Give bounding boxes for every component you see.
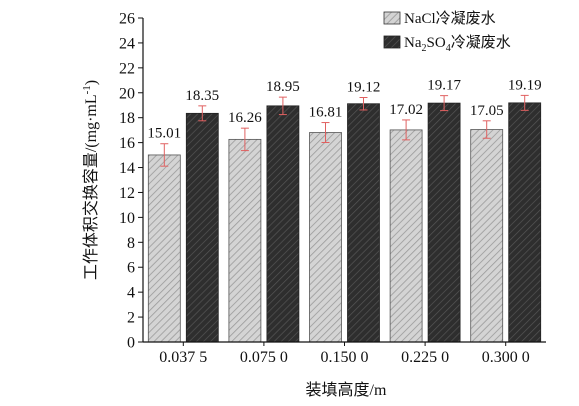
data-label-nacl-1: 16.26: [228, 110, 262, 126]
y-tick-label-0: 0: [127, 335, 135, 352]
bar-nacl-1: [228, 138, 262, 343]
y-tick-label-2: 4: [127, 285, 135, 302]
y-tick-label-10: 20: [119, 85, 135, 102]
y-tick-label-9: 18: [119, 110, 135, 127]
bar-nacl-2: [309, 132, 342, 343]
y-tick-label-11: 22: [119, 60, 135, 77]
y-tick-label-1: 2: [127, 310, 135, 327]
legend-swatch-nacl: [383, 11, 401, 25]
error-bars-layer: [160, 94, 529, 167]
legend: NaCl冷凝废水 Na2SO4冷凝废水: [383, 10, 511, 54]
data-label-na2so4-1: 18.95: [266, 79, 300, 95]
x-tick-label-2: 0.150 0: [321, 349, 369, 366]
bar-na2so4-2: [347, 103, 380, 343]
y-tick-label-12: 24: [119, 35, 135, 52]
error-bar-na2so4-1: [278, 96, 287, 116]
error-bar-nacl-3: [402, 119, 411, 141]
error-bar-nacl-4: [482, 120, 491, 139]
axes-layer: 0.037 5 0.075 0 0.150 0 0.225 0 0.300 002468…: [119, 11, 546, 366]
error-bar-na2so4-4: [520, 94, 529, 111]
bar-nacl-0: [147, 154, 181, 343]
bar-nacl-4: [470, 129, 504, 343]
data-label-nacl-2: 16.81: [309, 105, 343, 121]
error-bar-na2so4-3: [440, 95, 449, 112]
y-tick-label-3: 6: [127, 260, 135, 277]
data-label-na2so4-3: 19.17: [427, 78, 461, 94]
data-label-nacl-3: 17.02: [389, 102, 423, 118]
data-label-na2so4-4: 19.19: [508, 77, 542, 93]
error-bar-nacl-1: [240, 127, 249, 152]
y-tick-label-8: 16: [119, 135, 135, 152]
x-tick-label-4: 0.300 0: [482, 349, 530, 366]
bar-na2so4-4: [508, 102, 542, 343]
error-bar-nacl-0: [160, 143, 169, 167]
bar-na2so4-0: [185, 112, 219, 343]
legend-label-nacl: NaCl冷凝废水: [404, 10, 496, 27]
error-bar-na2so4-2: [359, 97, 368, 111]
data-label-nacl-4: 17.05: [470, 103, 504, 119]
y-axis-label: 工作体积交换容量/(mg·mL-1): [81, 80, 100, 280]
x-tick-label-3: 0.225 0: [401, 349, 449, 366]
bars-layer: [147, 102, 542, 343]
bar-na2so4-1: [266, 105, 300, 343]
y-tick-label-13: 26: [119, 11, 135, 28]
legend-label-na2so4: Na2SO4冷凝废水: [404, 34, 511, 54]
error-bar-na2so4-0: [198, 105, 207, 122]
x-axis-label: 装填高度/m: [306, 381, 387, 399]
bar-na2so4-3: [427, 102, 461, 343]
data-label-nacl-0: 15.01: [147, 126, 181, 142]
x-tick-label-0: 0.037 5: [159, 349, 207, 366]
data-label-na2so4-0: 18.35: [185, 88, 219, 104]
bar-nacl-3: [389, 129, 423, 343]
y-tick-label-5: 10: [119, 210, 135, 227]
y-tick-label-4: 8: [127, 235, 135, 252]
data-label-na2so4-2: 19.12: [347, 80, 381, 96]
x-tick-label-1: 0.075 0: [240, 349, 288, 366]
error-bar-nacl-2: [321, 122, 330, 143]
y-tick-label-6: 12: [119, 185, 135, 202]
y-tick-label-7: 14: [119, 160, 135, 177]
legend-swatch-na2so4: [383, 35, 401, 49]
